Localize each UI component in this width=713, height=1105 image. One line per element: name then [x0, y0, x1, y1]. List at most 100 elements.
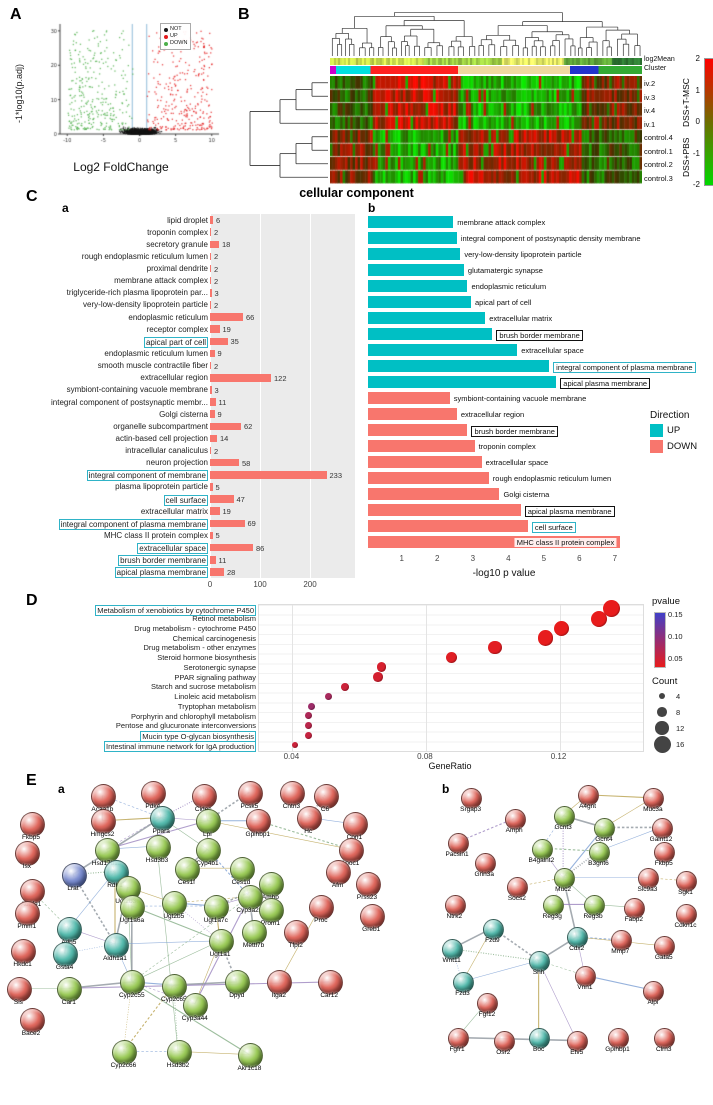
gene-node-galnt12: [651, 817, 673, 839]
enrichment-term-label: troponin complex: [478, 441, 536, 451]
panel-d-x-axis-label: GeneRatio: [428, 761, 472, 771]
gene-node-srgap3: [461, 788, 483, 810]
pathway-label: Porphyrin and chlorophyll metabolism: [130, 711, 256, 721]
gene-node-pdk4: [141, 780, 167, 806]
pathway-row: Chemical carcinogenesis: [6, 633, 642, 643]
gene-label-reg3g: Reg3g: [542, 912, 562, 920]
gene-label-boc: Boc: [533, 1046, 545, 1054]
gene-node-mmp7: [610, 930, 632, 952]
count-bar: [210, 543, 253, 552]
go-count-row: brush border membrane 11: [8, 554, 362, 567]
count-value: 2: [214, 228, 219, 238]
pvalue-axis-tick: 6: [577, 554, 582, 563]
gene-label-gpihbp1: Gpihbp1: [605, 1046, 630, 1054]
go-term-label: endoplasmic reticulum: [128, 312, 208, 322]
legend-label: UP: [667, 425, 681, 436]
gene-label-cdx2: Cdx2: [569, 945, 585, 953]
gene-node-prom1: [258, 897, 284, 923]
gene-label-amph: Amph: [505, 827, 523, 835]
pvalue-bar: [368, 232, 457, 244]
count-bar: [210, 446, 211, 455]
count-value: 11: [218, 555, 227, 565]
go-term-label: organelle subcompartment: [113, 421, 208, 431]
enrichment-bar-row: cell surface: [368, 518, 713, 534]
gene-node-clrn3: [654, 1028, 676, 1050]
count-legend: Count 4 8 12 16: [652, 676, 710, 753]
count-value: 18: [222, 240, 231, 250]
gene-node-fzd3: [452, 971, 474, 993]
gene-node-bace2: [19, 1008, 45, 1034]
count-legend-value: 8: [676, 708, 681, 717]
count-value: 2: [214, 361, 219, 371]
gene-node-cyp2c66: [111, 1039, 137, 1065]
gene-label-cyp3a44: Cyp3a44: [181, 1014, 208, 1022]
pathway-row: Tryptophan metabolism: [6, 701, 642, 711]
pvalue-bar: [368, 296, 472, 308]
edge-line: [123, 981, 133, 1052]
gene-label-prom1: Prom1: [260, 919, 280, 927]
enrichment-term-label: glutamatergic synapse: [467, 265, 543, 275]
count-bar: [210, 337, 228, 346]
gene-node-car1: [57, 976, 83, 1002]
panel-c-go-bars: C cellular component a b lipid droplet 6 t…: [0, 186, 713, 592]
enrichment-bar-row: symbiont-containing vacuole membrane: [368, 390, 713, 406]
count-legend-dot: [659, 693, 665, 699]
heatmap-row-label: control.2: [644, 160, 673, 169]
gene-label-dpyd: Dpyd: [229, 992, 245, 1000]
gene-node-greb1: [359, 904, 385, 930]
go-term-label: smooth muscle contractile fiber: [97, 361, 208, 371]
go-term-label: extracellular space: [137, 543, 208, 555]
gene-node-rdh1: [103, 859, 129, 885]
gene-label-car1: Car1: [61, 998, 76, 1006]
enrichment-bar-row: extracellular space: [368, 454, 713, 470]
gene-node-sis: [6, 976, 32, 1002]
heatmap-row-label: control.1: [644, 146, 673, 156]
gene-label-fzd9: Fzd9: [485, 936, 500, 944]
gene-label-cyp2c55: Cyp2c55: [118, 992, 145, 1000]
gene-label-pacsin1: Pacsin1: [445, 850, 469, 858]
pathway-label: Linoleic acid metabolism: [174, 692, 256, 702]
volcano-legend-item: UP: [164, 33, 187, 40]
pathway-dot: [324, 693, 332, 700]
gene-label-lpl: Lpl: [203, 831, 212, 839]
gene-label-isx: Isx: [22, 862, 31, 870]
volcano-legend-item: DOWN: [164, 40, 187, 47]
legend-swatch-down: [650, 440, 663, 453]
go-count-row: troponin complex 2: [8, 226, 362, 238]
enrichment-term-label: Golgi cisterna: [503, 489, 550, 499]
gene-node-mettl7b: [242, 919, 268, 945]
volcano-legend-item: NOT: [164, 26, 187, 33]
pvalue-bar: [368, 248, 461, 260]
gene-label-ugt1a1: Ugt1a1: [209, 951, 231, 959]
go-term-label: plasma lipoprotein particle: [115, 482, 208, 492]
go-term-label: lipid droplet: [167, 215, 208, 225]
gene-label-lrat: Lrat: [67, 884, 79, 892]
count-bar: [210, 325, 220, 333]
gene-label-fkbp5: Fkbp5: [21, 834, 41, 842]
go-term-label: triglyceride-rich plasma lipoprotein par…: [66, 288, 208, 298]
count-bar: [210, 458, 239, 467]
gene-label-pmm1: Pmm1: [17, 922, 37, 930]
edge-line: [538, 960, 577, 1041]
heatmap-row-label: iv.4: [644, 106, 656, 115]
gene-node-reg3g: [542, 894, 564, 916]
gene-node-cyp4b1: [195, 837, 221, 863]
gene-node-etv5: [567, 1031, 589, 1053]
gene-node-grin3a: [474, 853, 496, 875]
go-count-row: endoplasmic reticulum lumen 9: [8, 347, 362, 359]
panel-a-label: A: [10, 6, 22, 23]
go-term-label: extracellular matrix: [140, 506, 208, 516]
gene-label-pdk4: Pdk4: [145, 802, 161, 810]
gene-label-slc9a3: Slc9a3: [637, 886, 658, 894]
colorbar-tick: -2: [692, 180, 700, 189]
go-count-row: secretory granule 18: [8, 238, 362, 250]
pathway-dot: [376, 662, 387, 673]
gene-label-reg3b: Reg3b: [583, 912, 603, 920]
panel-c-label: C: [26, 188, 38, 205]
go-term-label: extracellular region: [140, 373, 208, 383]
count-value: 9: [217, 349, 222, 359]
panel-b-label: B: [238, 6, 250, 23]
go-count-row: extracellular matrix 19: [8, 505, 362, 517]
gene-node-fzd9: [482, 918, 504, 940]
edge-line: [131, 905, 221, 942]
